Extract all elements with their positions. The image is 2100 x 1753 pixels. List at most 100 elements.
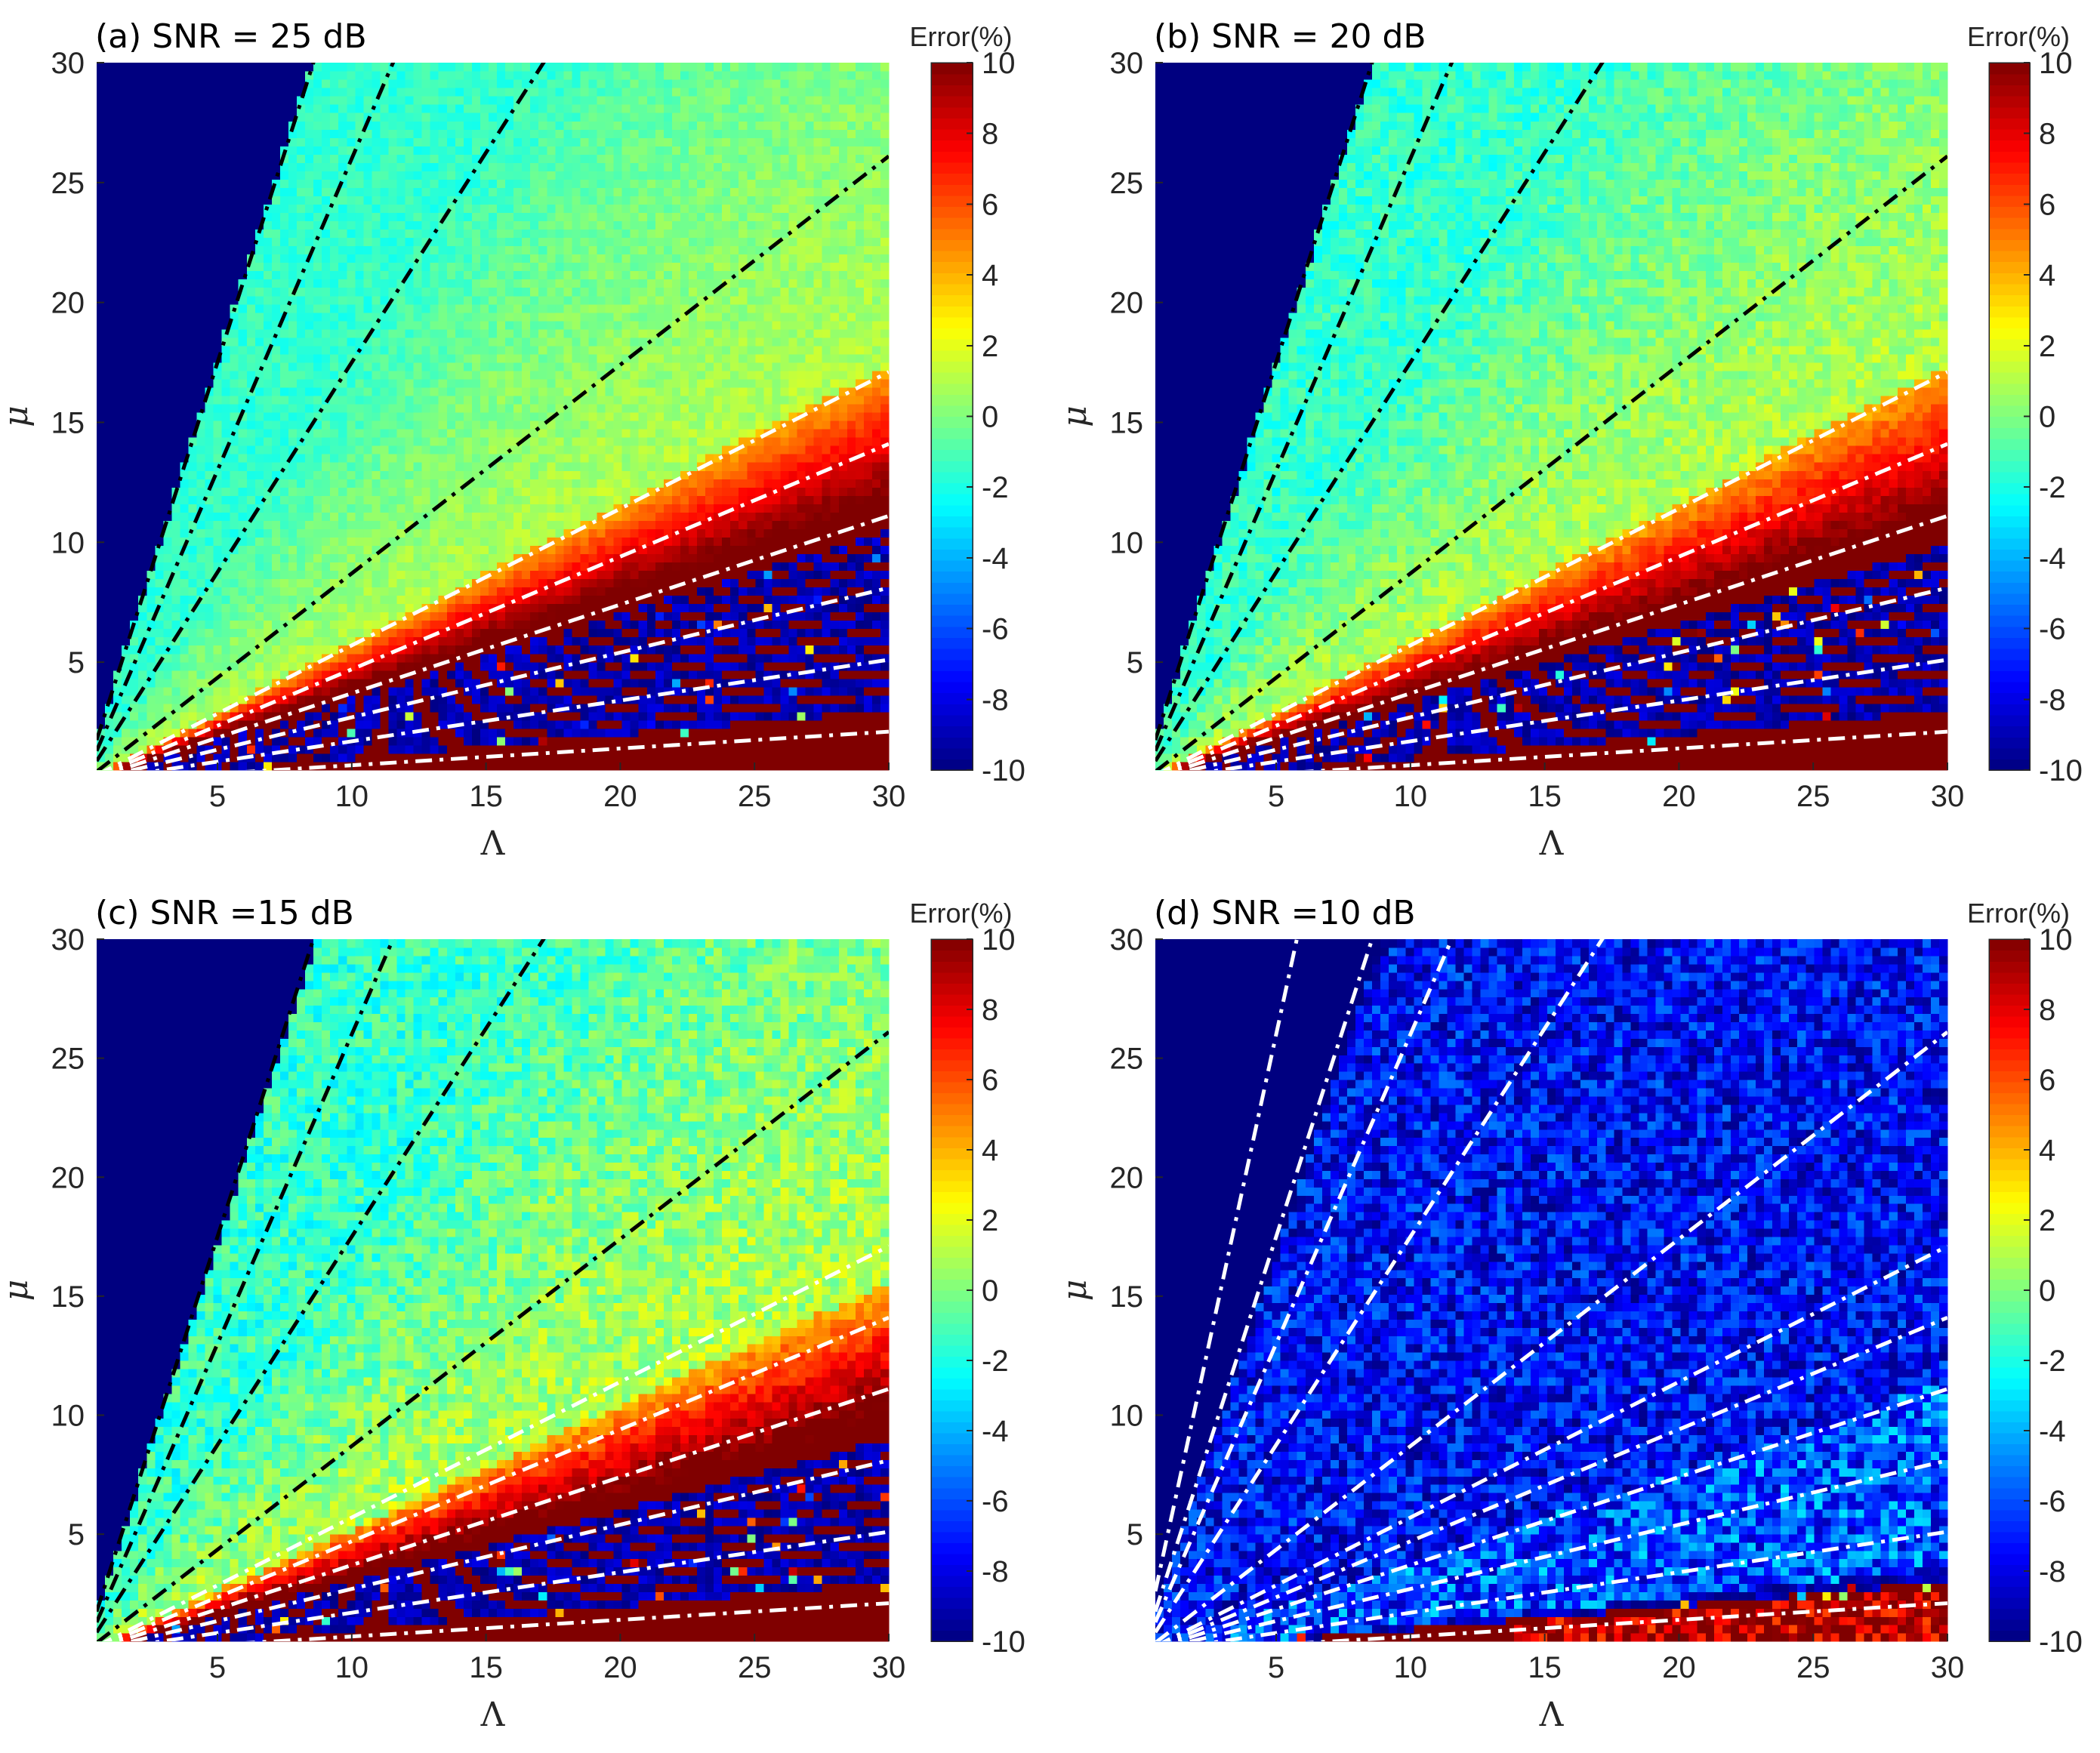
heatmap-cell (113, 296, 122, 305)
heatmap-cell (163, 371, 172, 380)
heatmap-cell (97, 587, 106, 596)
heatmap-cell (113, 504, 122, 513)
heatmap-cell (122, 254, 131, 263)
heatmap-cell (188, 154, 197, 163)
heatmap-cell (163, 404, 172, 413)
heatmap-cell (122, 154, 131, 163)
heatmap-cell (113, 121, 122, 130)
heatmap-cell (188, 704, 197, 713)
heatmap-cell (97, 528, 106, 538)
heatmap-cell (205, 79, 214, 88)
heatmap-cell (130, 354, 139, 363)
heatmap-cell (146, 421, 156, 430)
heatmap-cell (171, 171, 180, 180)
heatmap-cell (180, 337, 189, 347)
heatmap-cell (205, 520, 214, 529)
heatmap-cell (205, 512, 214, 521)
heatmap-cell (180, 171, 189, 180)
heatmap-cell (130, 146, 139, 155)
heatmap-cell (180, 304, 189, 313)
heatmap-cell (180, 687, 189, 696)
heatmap-cell (113, 204, 122, 213)
heatmap-cell (97, 313, 106, 322)
heatmap-cell (130, 104, 139, 113)
heatmap-cell (180, 279, 189, 288)
heatmap-cell (171, 96, 180, 105)
heatmap-cell (155, 346, 164, 355)
heatmap-cell (113, 254, 122, 263)
heatmap-cell (180, 154, 189, 163)
heatmap-cell (113, 112, 122, 122)
heatmap-cell (205, 662, 214, 671)
heatmap-cell (155, 204, 164, 213)
heatmap-cell (197, 520, 206, 529)
heatmap-cell (214, 412, 223, 421)
heatmap-cell (197, 462, 206, 471)
heatmap-cell (163, 454, 172, 463)
heatmap-cell (155, 396, 164, 405)
heatmap-cell (105, 288, 114, 297)
heatmap-cell (214, 254, 223, 263)
heatmap-cell (180, 596, 189, 605)
heatmap-cell (122, 528, 131, 538)
heatmap-cell (105, 645, 114, 655)
heatmap-cell (97, 495, 106, 504)
heatmap-cell (163, 662, 172, 671)
heatmap-cell (188, 329, 197, 338)
heatmap-cell (205, 220, 214, 230)
heatmap-cell (197, 387, 206, 396)
heatmap-cell (180, 313, 189, 322)
heatmap-cell (122, 570, 131, 579)
heatmap-cell (130, 304, 139, 313)
heatmap-cell (138, 254, 147, 263)
heatmap-cell (155, 629, 164, 638)
heatmap-cell (171, 654, 180, 663)
heatmap-cell (146, 712, 156, 721)
heatmap-cell (105, 254, 114, 263)
heatmap-cell (197, 704, 206, 713)
heatmap-cell (138, 71, 147, 80)
heatmap-cell (105, 204, 114, 213)
heatmap-cell (205, 545, 214, 554)
heatmap-cell (105, 553, 114, 562)
heatmap-cell (188, 229, 197, 238)
heatmap-cell (97, 96, 106, 105)
heatmap-cell (155, 504, 164, 513)
heatmap-cell (163, 129, 172, 138)
heatmap-cell (113, 313, 122, 322)
heatmap-cell (122, 512, 131, 521)
heatmap-cell (105, 279, 114, 288)
heatmap-cell (180, 520, 189, 529)
heatmap-cell (130, 404, 139, 413)
heatmap-cell (197, 246, 206, 255)
heatmap-cell (122, 421, 131, 430)
heatmap-cell (138, 329, 147, 338)
heatmap-cell (113, 304, 122, 313)
heatmap-cell (138, 246, 147, 255)
heatmap-cell (205, 154, 214, 163)
heatmap-cell (113, 179, 122, 188)
heatmap-cell (180, 371, 189, 380)
heatmap-cell (180, 196, 189, 205)
heatmap-cell (163, 346, 172, 355)
heatmap-cell (113, 321, 122, 330)
heatmap-cell (155, 112, 164, 122)
heatmap-cell (113, 346, 122, 355)
heatmap-cell (105, 96, 114, 105)
heatmap-cell (180, 587, 189, 596)
heatmap-cell (146, 254, 156, 263)
heatmap-cell (138, 504, 147, 513)
heatmap-cell (188, 587, 197, 596)
heatmap-cell (105, 379, 114, 388)
heatmap-cell (130, 263, 139, 272)
heatmap-cell (163, 187, 172, 196)
heatmap-cell (214, 737, 223, 746)
heatmap-cell (130, 504, 139, 513)
heatmap-cell (205, 337, 214, 347)
figure: 5 10 15 20 25 3051015202530Λμ(a) SNR = 25 dB1… (0, 0, 2100, 1753)
heatmap-cell (122, 729, 131, 738)
heatmap-cell (105, 71, 114, 80)
heatmap-cell (205, 263, 214, 272)
heatmap-cell (205, 404, 214, 413)
heatmap-cell (138, 421, 147, 430)
